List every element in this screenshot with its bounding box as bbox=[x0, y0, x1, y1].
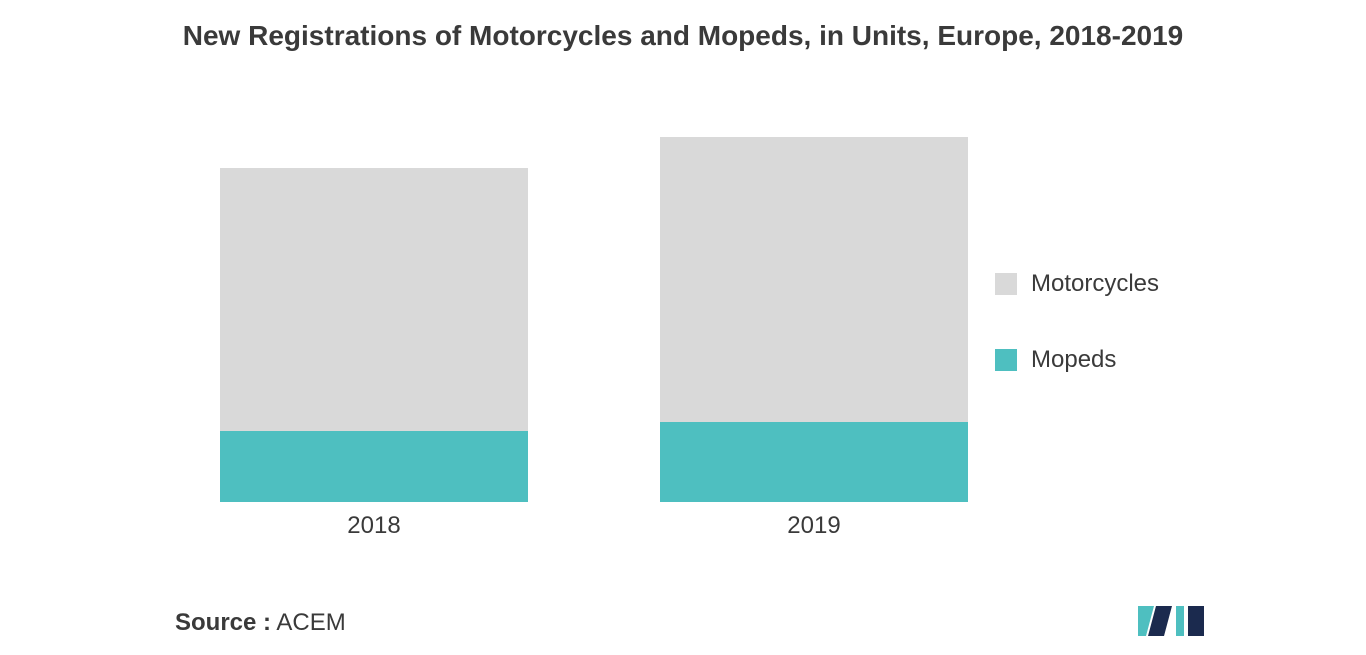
source-line: Source : ACEM bbox=[175, 609, 346, 637]
chart-title: New Registrations of Motorcycles and Mop… bbox=[40, 20, 1326, 52]
bar-segment-motorcycles bbox=[660, 137, 968, 423]
legend: Motorcycles Mopeds bbox=[995, 270, 1159, 422]
bar-segment-mopeds bbox=[220, 431, 528, 502]
bar-segment-mopeds bbox=[660, 422, 968, 502]
x-axis-label: 2019 bbox=[660, 512, 968, 540]
bar-segment-motorcycles bbox=[220, 168, 528, 431]
legend-label: Mopeds bbox=[1031, 346, 1116, 374]
brand-logo-icon bbox=[1136, 604, 1206, 643]
legend-item: Motorcycles bbox=[995, 270, 1159, 298]
legend-swatch-icon bbox=[995, 273, 1017, 295]
bar-2019 bbox=[660, 137, 968, 502]
legend-item: Mopeds bbox=[995, 346, 1159, 374]
chart-container: New Registrations of Motorcycles and Mop… bbox=[0, 0, 1366, 655]
x-axis-label: 2018 bbox=[220, 512, 528, 540]
logo-bar-4 bbox=[1188, 606, 1204, 636]
legend-swatch-icon bbox=[995, 349, 1017, 371]
bar-2018 bbox=[220, 168, 528, 502]
legend-label: Motorcycles bbox=[1031, 270, 1159, 298]
source-value: ACEM bbox=[276, 609, 345, 636]
source-label: Source : bbox=[175, 609, 271, 636]
plot-area: 20182019 bbox=[160, 82, 1090, 502]
logo-bar-3 bbox=[1176, 606, 1184, 636]
